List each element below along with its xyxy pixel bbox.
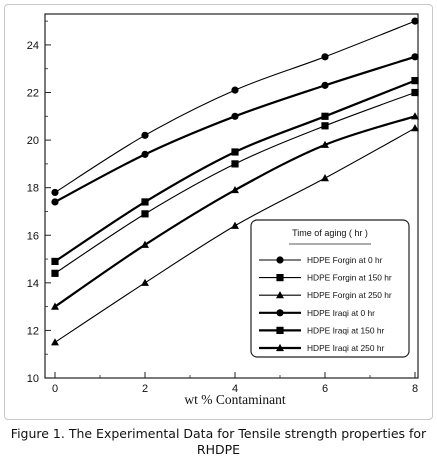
data-point (411, 17, 419, 25)
data-point (51, 269, 59, 277)
x-tick-label: 8 (412, 383, 418, 395)
legend-marker (276, 326, 284, 334)
data-point (321, 122, 329, 130)
data-point (51, 188, 59, 197)
data-point (411, 77, 419, 85)
x-tick-label: 6 (322, 383, 328, 395)
x-tick-label: 2 (142, 383, 148, 395)
series-markers (51, 17, 419, 346)
data-point (231, 148, 239, 156)
y-tick-label: 16 (27, 230, 39, 242)
data-point (411, 53, 419, 61)
legend-label: HDPE Forgin at 0 hr (307, 255, 383, 265)
legend-marker (276, 256, 284, 264)
figure-frame (4, 4, 433, 420)
y-tick-label: 22 (27, 88, 39, 100)
legend-marker (276, 343, 284, 352)
data-point (231, 86, 239, 94)
data-point (231, 221, 239, 229)
legend-items: HDPE Forgin at 0 hr HDPE Forgin at 150 hr… (259, 255, 392, 353)
x-axis: 0 2 4 6 8 (52, 372, 418, 395)
data-point (141, 278, 149, 286)
data-point (141, 240, 149, 248)
legend-label: HDPE Forgin at 150 hr (307, 273, 392, 283)
data-point (141, 131, 149, 139)
x-tick-label: 4 (232, 383, 238, 395)
y-tick-label: 24 (27, 40, 39, 52)
data-point (411, 88, 419, 97)
y-tick-label: 18 (27, 183, 39, 195)
data-point (51, 338, 59, 346)
data-point (231, 112, 239, 120)
legend-label: HDPE Iraqi at 250 hr (307, 343, 384, 353)
data-point (141, 150, 149, 158)
y-tick-label: 14 (27, 278, 39, 290)
data-point (411, 124, 419, 132)
y-axis: 10 12 14 16 18 20 22 24 (27, 20, 51, 385)
series-line (54, 55, 416, 203)
legend-label: HDPE Iraqi at 150 hr (307, 325, 384, 335)
legend-marker (276, 274, 284, 282)
legend-marker (276, 291, 284, 299)
y-tick-label: 20 (27, 135, 39, 147)
data-point (321, 140, 329, 148)
data-point (321, 53, 329, 61)
data-point (51, 302, 59, 310)
data-point (411, 112, 419, 120)
data-point (321, 81, 329, 89)
data-point (51, 257, 59, 266)
y-tick-label: 10 (27, 373, 39, 385)
data-point (231, 160, 239, 168)
plot-area-border (44, 13, 419, 379)
data-point (141, 210, 149, 218)
legend-label: HDPE Forgin at 250 hr (307, 290, 392, 300)
legend: Time of aging ( hr ) HDPE Forgin at 0 hr… (250, 219, 410, 358)
legend-box (250, 219, 410, 358)
figure-caption: Figure 1. The Experimental Data for Tens… (10, 426, 427, 457)
x-axis-label: wt % Contaminant (184, 392, 285, 407)
x-tick-label: 0 (52, 383, 58, 395)
legend-label: HDPE Iraqi at 0 hr (307, 308, 375, 318)
y-tick-label: 12 (27, 325, 39, 337)
data-point (321, 174, 329, 182)
data-point (51, 198, 59, 206)
data-point (231, 185, 239, 194)
data-point (141, 198, 149, 206)
data-point (321, 112, 329, 120)
legend-title: Time of aging ( hr ) (292, 228, 368, 238)
legend-marker (276, 309, 284, 317)
